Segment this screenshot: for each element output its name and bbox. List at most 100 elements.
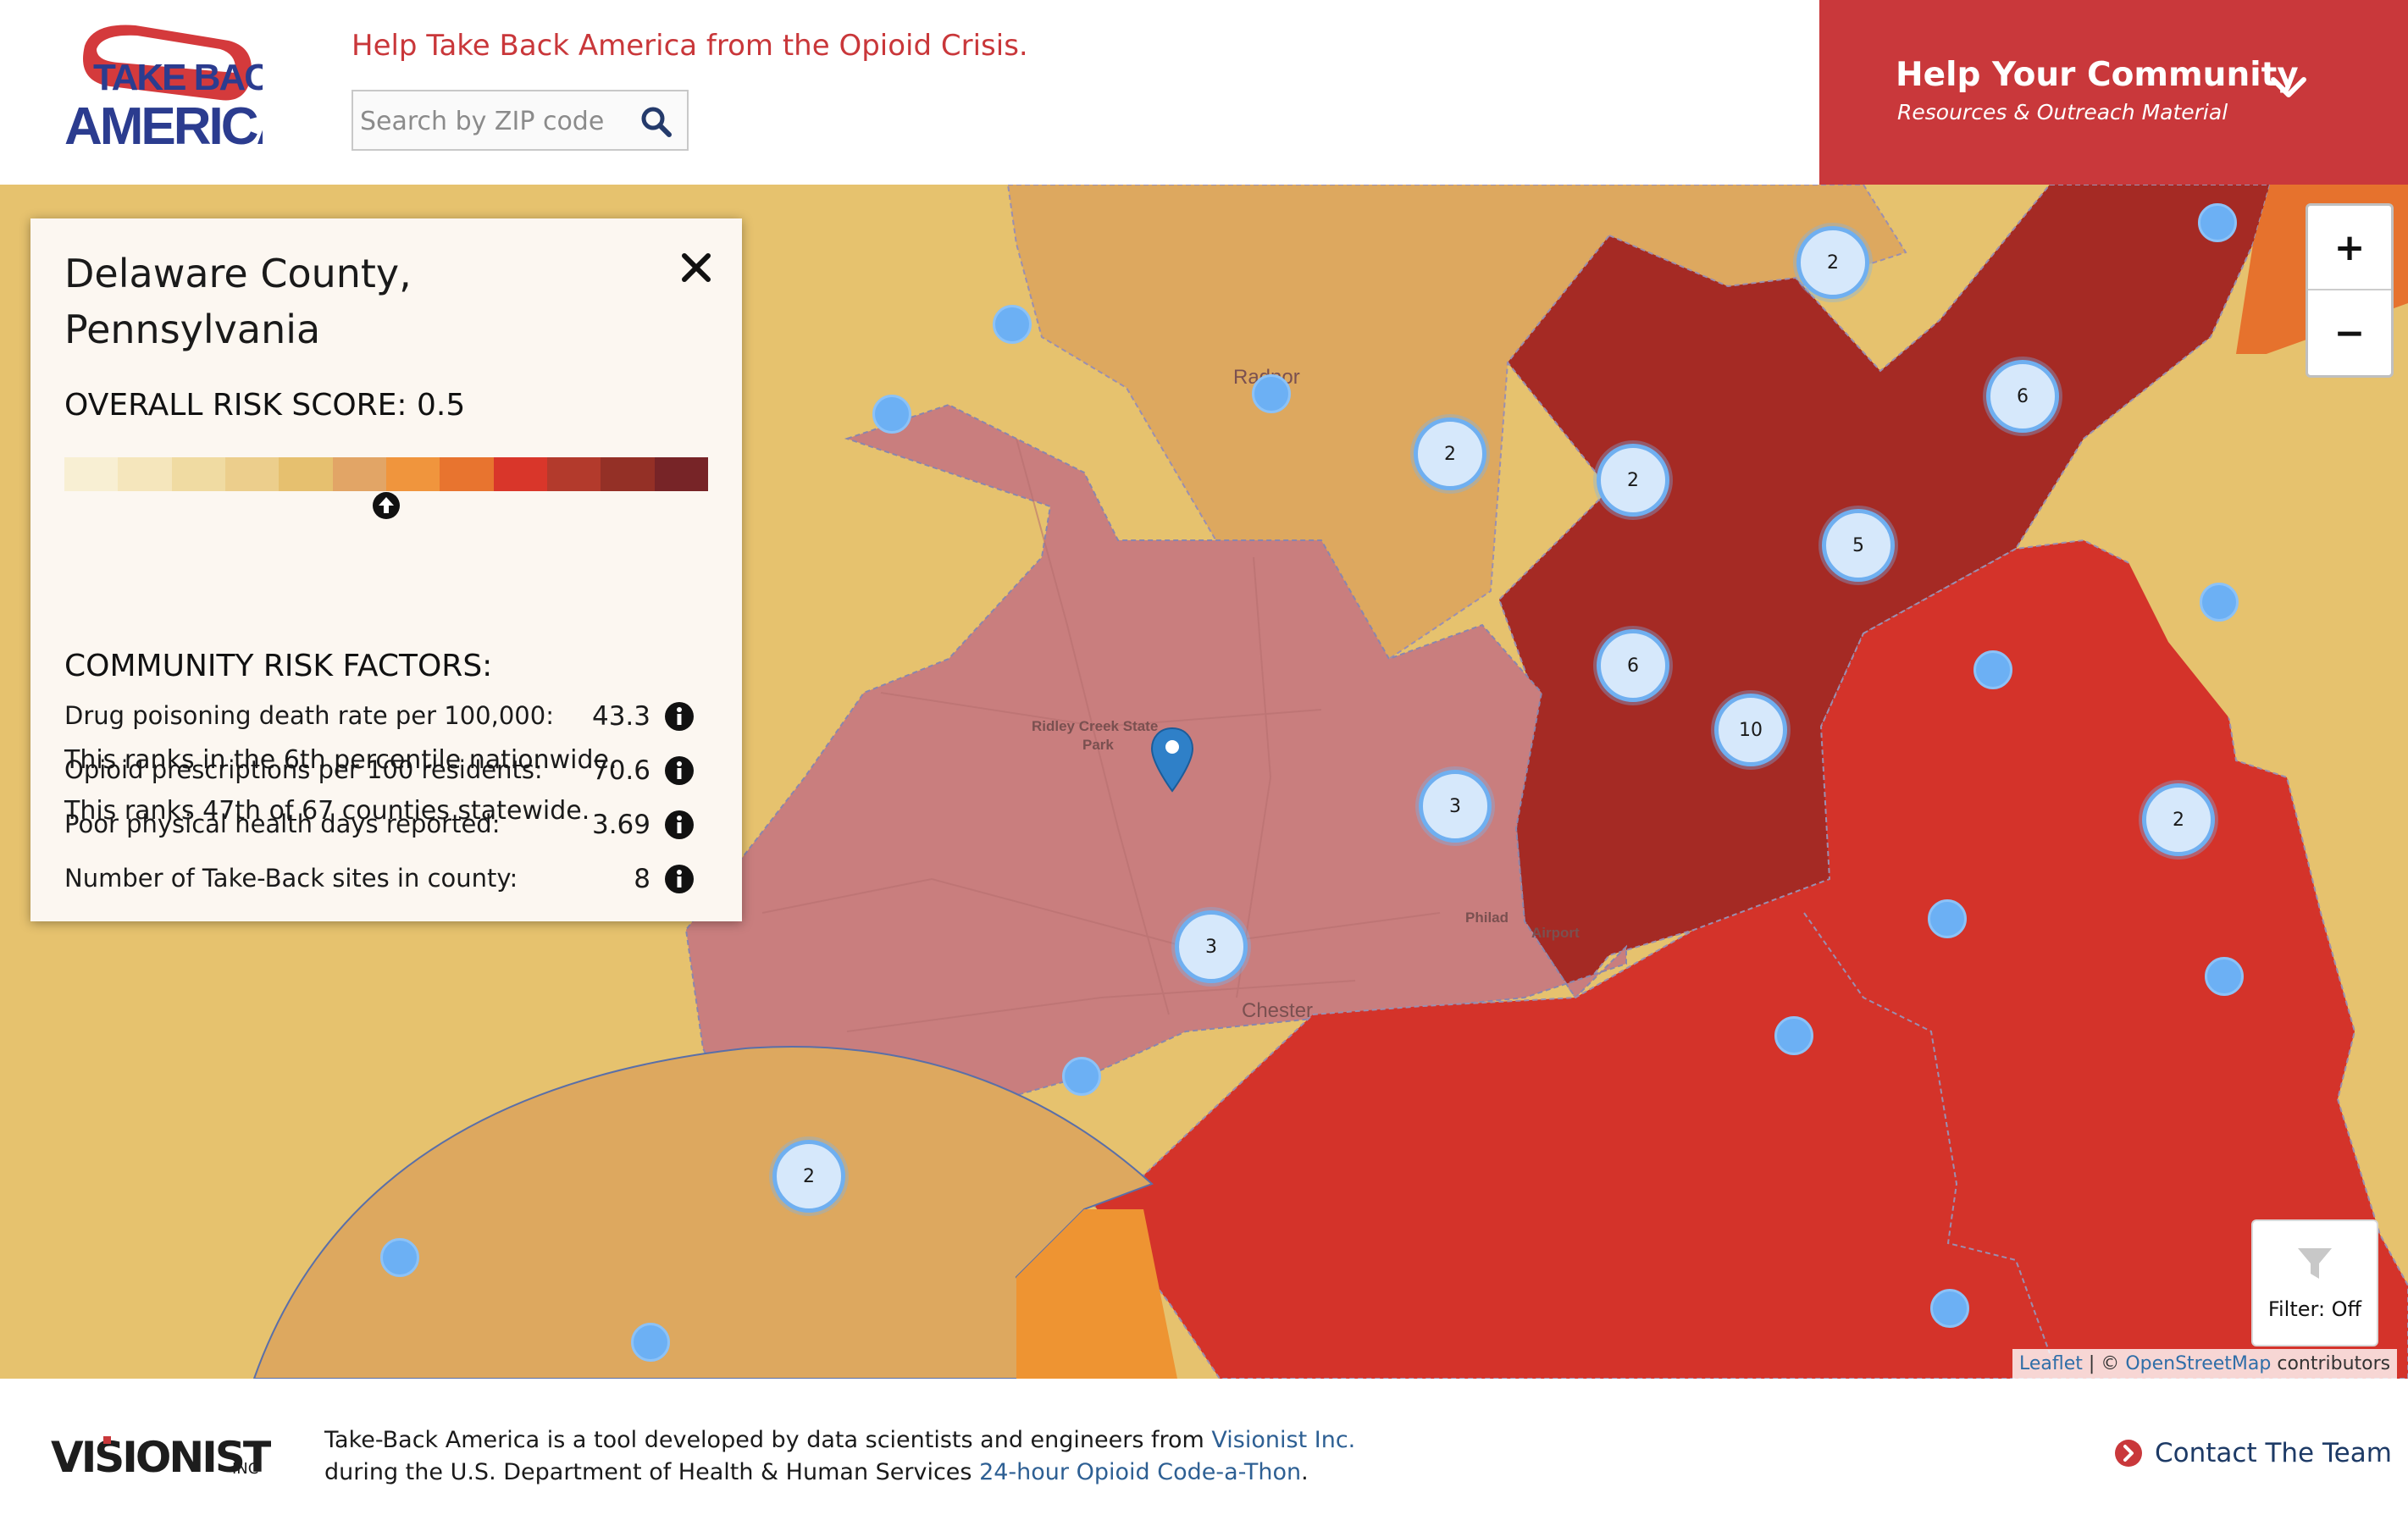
- take-back-site-marker[interactable]: [2198, 203, 2237, 242]
- take-back-america-logo[interactable]: TAKE BACK AMERICA: [59, 19, 263, 154]
- openstreetmap-link[interactable]: OpenStreetMap: [2125, 1353, 2272, 1374]
- attribution-contributors: contributors: [2271, 1353, 2391, 1374]
- risk-scale-segment: [224, 457, 280, 491]
- chevron-down-icon[interactable]: [2270, 75, 2307, 100]
- info-icon[interactable]: [664, 810, 695, 840]
- zip-search-input[interactable]: [360, 98, 623, 144]
- site-cluster[interactable]: 6: [1986, 360, 2059, 433]
- site-cluster[interactable]: 5: [1822, 509, 1895, 582]
- filter-label: Filter: Off: [2267, 1297, 2362, 1321]
- site-cluster[interactable]: 2: [1597, 444, 1669, 517]
- risk-factor-row: Drug poisoning death rate per 100,000: 4…: [64, 701, 725, 744]
- risk-scale-segment: [493, 457, 547, 491]
- filter-icon: [2298, 1248, 2332, 1279]
- footer: VISIONIST INC Take-Back America is a too…: [0, 1379, 2408, 1526]
- risk-factor-label: Drug poisoning death rate per 100,000:: [64, 701, 554, 730]
- risk-factor-value: 43.3: [591, 701, 650, 732]
- take-back-site-marker[interactable]: [2200, 583, 2239, 622]
- attribution-separator: | ©: [2082, 1353, 2126, 1374]
- place-label-philadelphia: Philad: [1465, 910, 1509, 926]
- svg-text:VISIONIST: VISIONIST: [51, 1433, 271, 1482]
- svg-text:INC: INC: [232, 1460, 258, 1478]
- risk-factor-value: 3.69: [591, 810, 650, 840]
- take-back-site-marker[interactable]: [2205, 957, 2244, 996]
- zoom-out-button[interactable]: −: [2333, 311, 2366, 355]
- site-cluster[interactable]: 2: [772, 1140, 845, 1213]
- site-cluster[interactable]: 2: [1414, 417, 1486, 490]
- site-cluster[interactable]: 6: [1597, 629, 1669, 702]
- zoom-in-button[interactable]: +: [2308, 206, 2391, 290]
- contact-team-link[interactable]: Contact The Team: [2114, 1438, 2392, 1468]
- risk-scale-segment: [601, 457, 655, 491]
- take-back-site-marker[interactable]: [631, 1323, 670, 1362]
- location-pin-icon[interactable]: [1150, 727, 1194, 794]
- community-menu-title: Help Your Community: [1896, 56, 2299, 94]
- filter-button[interactable]: Filter: Off: [2251, 1219, 2378, 1346]
- take-back-site-marker[interactable]: [380, 1238, 419, 1277]
- national-rank: This ranks in the 6th percentile nationw…: [64, 745, 617, 775]
- search-icon[interactable]: [634, 100, 678, 144]
- risk-scale-segment: [440, 457, 494, 491]
- svg-text:TAKE BACK: TAKE BACK: [93, 57, 263, 98]
- overall-risk-score: OVERALL RISK SCORE: 0.5: [64, 388, 466, 423]
- risk-scale-segment: [654, 457, 708, 491]
- info-icon[interactable]: [664, 755, 695, 786]
- take-back-site-marker[interactable]: [1252, 374, 1291, 413]
- state-rank: This ranks 47th of 67 counties statewide…: [64, 796, 590, 826]
- tagline: Help Take Back America from the Opioid C…: [352, 29, 1028, 63]
- risk-factor-value: 70.6: [591, 755, 650, 786]
- community-menu-subtitle: Resources & Outreach Material: [1897, 100, 2228, 124]
- site-cluster[interactable]: 2: [1796, 226, 1869, 299]
- risk-factor-label: Poor physical health days reported:: [64, 810, 501, 838]
- info-icon[interactable]: [664, 701, 695, 732]
- zip-search: [352, 90, 689, 151]
- site-cluster[interactable]: 2: [2142, 783, 2215, 856]
- visionist-logo[interactable]: VISIONIST INC: [51, 1421, 271, 1497]
- visionist-link[interactable]: Visionist Inc.: [1211, 1427, 1356, 1453]
- risk-factor-label: Number of Take-Back sites in county:: [64, 864, 518, 893]
- chevron-right-circle-icon: [2115, 1440, 2142, 1467]
- risk-score-marker-icon: [373, 492, 400, 519]
- take-back-site-marker[interactable]: [1930, 1289, 1969, 1328]
- take-back-site-marker[interactable]: [1062, 1057, 1101, 1096]
- take-back-site-marker[interactable]: [1973, 650, 2012, 689]
- code-a-thon-link[interactable]: 24-hour Opioid Code-a-Thon: [979, 1459, 1302, 1485]
- contact-team-label: Contact The Team: [2155, 1438, 2392, 1468]
- risk-scale-segment: [171, 457, 225, 491]
- take-back-site-marker[interactable]: [993, 305, 1032, 344]
- map-attribution: Leaflet | © OpenStreetMap contributors: [2012, 1349, 2398, 1379]
- place-label-airport: Airport: [1531, 925, 1580, 941]
- footer-credit: Take-Back America is a tool developed by…: [324, 1427, 1356, 1485]
- risk-factor-label: Opioid prescriptions per 100 residents:: [64, 755, 543, 784]
- county-name: Delaware County, Pennsylvania: [64, 251, 412, 352]
- risk-factor-row: Number of Take-Back sites in county: 8: [64, 864, 725, 906]
- header: TAKE BACK AMERICA Help Take Back America…: [0, 0, 2408, 185]
- close-icon[interactable]: [676, 247, 717, 288]
- risk-factor-value: 8: [634, 864, 650, 894]
- risk-scale-segment: [118, 457, 172, 491]
- site-cluster[interactable]: 10: [1714, 694, 1787, 766]
- risk-factor-row: Poor physical health days reported: 3.69: [64, 810, 725, 852]
- risk-scale-segment: [385, 457, 440, 491]
- risk-scale-segment: [279, 457, 333, 491]
- site-cluster[interactable]: 3: [1419, 770, 1492, 843]
- site-cluster[interactable]: 3: [1175, 910, 1248, 983]
- zoom-control: + −: [2306, 203, 2394, 378]
- risk-factor-row: Opioid prescriptions per 100 residents: …: [64, 755, 725, 798]
- take-back-site-marker[interactable]: [872, 395, 911, 434]
- place-label-ridley-creek: Ridley Creek State: [1032, 718, 1159, 734]
- take-back-site-marker[interactable]: [1774, 1016, 1813, 1055]
- svg-text:AMERICA: AMERICA: [64, 97, 263, 154]
- help-your-community-menu[interactable]: Help Your Community Resources & Outreach…: [1819, 0, 2408, 185]
- take-back-site-marker[interactable]: [1928, 899, 1967, 938]
- county-info-panel: Delaware County, Pennsylvania OVERALL RI…: [30, 218, 742, 921]
- place-label-chester: Chester: [1242, 999, 1314, 1022]
- leaflet-link[interactable]: Leaflet: [2019, 1353, 2083, 1374]
- community-risk-factors-title: COMMUNITY RISK FACTORS:: [64, 649, 493, 683]
- info-icon[interactable]: [664, 864, 695, 894]
- risk-scale-segment: [64, 457, 119, 491]
- risk-scale-segment: [332, 457, 386, 491]
- risk-scale-bar: [64, 457, 708, 491]
- risk-scale-segment: [546, 457, 601, 491]
- place-label-park: Park: [1082, 737, 1114, 753]
